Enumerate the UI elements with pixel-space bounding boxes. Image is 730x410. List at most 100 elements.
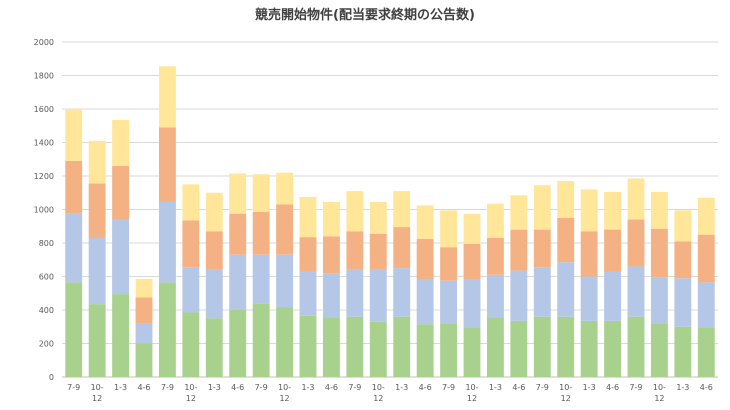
bar-segment-series-4 (674, 210, 692, 242)
bar-segment-series-2 (580, 276, 598, 321)
bar-segment-series-1 (580, 320, 598, 377)
bar-segment-series-2 (697, 282, 715, 328)
x-tick-label: 4-6 (606, 383, 619, 392)
bar-segment-series-1 (182, 312, 200, 377)
bar-segment-series-2 (674, 278, 692, 327)
bar-segment-series-3 (627, 219, 645, 267)
y-tick-label: 1000 (34, 206, 54, 215)
x-tick-label: 10-12 (559, 383, 572, 403)
bar-segment-series-2 (510, 270, 528, 321)
bar-segment-series-1 (674, 326, 692, 377)
x-tick-label: 7-9 (161, 383, 174, 392)
bar-segment-series-1 (276, 307, 294, 377)
x-tick-label: 1-3 (301, 383, 314, 392)
bar-segment-series-3 (463, 243, 481, 280)
bar-segment-series-2 (463, 279, 481, 328)
x-tick-label: 1-3 (395, 383, 408, 392)
bar-segment-series-2 (416, 279, 434, 325)
bar-segment-series-4 (205, 192, 223, 232)
bar-segment-series-1 (205, 318, 223, 378)
bar-segment-series-4 (557, 181, 575, 218)
x-tick-label: 4-6 (419, 383, 432, 392)
bar-segment-series-4 (393, 191, 411, 228)
bar-segment-series-3 (229, 213, 247, 255)
x-tick-label: 4-6 (325, 383, 338, 392)
x-tick-label: 1-3 (583, 383, 596, 392)
x-tick-label: 1-3 (676, 383, 689, 392)
bar-segment-series-1 (510, 320, 528, 377)
bar-segment-series-2 (393, 268, 411, 317)
x-tick-label: 1-3 (114, 383, 127, 392)
bar-segment-series-2 (557, 262, 575, 317)
bar-segment-series-4 (533, 185, 551, 230)
bar-segment-series-1 (463, 327, 481, 377)
y-tick-label: 1600 (34, 105, 54, 114)
y-tick-label: 200 (39, 340, 54, 349)
x-tick-label: 10-12 (465, 383, 478, 403)
x-tick-label: 10-12 (372, 383, 385, 403)
bar-segment-series-1 (229, 310, 247, 377)
bar-segment-series-4 (158, 66, 176, 128)
bar-segment-series-2 (252, 254, 270, 304)
bar-segment-series-2 (299, 271, 317, 316)
bar-segment-series-4 (604, 191, 622, 230)
bar-segment-series-2 (65, 213, 83, 283)
bar-segment-series-1 (322, 317, 340, 377)
bar-segment-series-3 (604, 229, 622, 272)
bar-segment-series-4 (88, 140, 106, 184)
bar-segment-series-3 (697, 234, 715, 283)
x-tick-label: 4-6 (137, 383, 150, 392)
bar-segment-series-1 (112, 294, 130, 377)
bar-segment-series-3 (486, 237, 504, 275)
bar-segment-series-3 (112, 165, 130, 220)
bar-segment-series-4 (416, 205, 434, 239)
chart-title: 競売開始物件(配当要求終期の公告数) (255, 7, 475, 23)
bar-segment-series-3 (533, 229, 551, 268)
bar-segment-series-3 (65, 160, 83, 214)
bar-segment-series-4 (369, 201, 387, 234)
bar-segment-series-2 (229, 254, 247, 310)
y-tick-label: 400 (39, 306, 54, 315)
x-tick-label: 7-9 (629, 383, 642, 392)
bar-segment-series-3 (440, 247, 458, 281)
bar-segment-series-1 (252, 303, 270, 377)
bar-segment-series-3 (580, 231, 598, 277)
bar-segment-series-1 (486, 317, 504, 377)
bar-segment-series-3 (346, 231, 364, 269)
bar-segment-series-1 (158, 282, 176, 377)
bar-segment-series-1 (604, 320, 622, 377)
bar-segment-series-3 (369, 233, 387, 269)
bar-segment-series-1 (697, 327, 715, 377)
bar-segment-series-3 (322, 236, 340, 274)
x-tick-label: 10-12 (653, 383, 666, 403)
bar-segment-series-1 (346, 316, 364, 377)
x-tick-label: 7-9 (442, 383, 455, 392)
bar-segment-series-4 (322, 201, 340, 237)
bar-segment-series-2 (205, 268, 223, 319)
y-tick-label: 0 (49, 373, 54, 382)
y-tick-label: 1200 (34, 172, 54, 181)
bar-segment-series-2 (533, 267, 551, 317)
bar-segment-series-1 (88, 304, 106, 377)
bar-segment-series-2 (650, 277, 668, 324)
bar-segment-series-4 (65, 109, 83, 161)
bar-segment-series-2 (158, 201, 176, 283)
bar-segment-series-3 (299, 237, 317, 272)
y-tick-label: 2000 (34, 38, 54, 47)
x-tick-label: 4-6 (700, 383, 713, 392)
bar-segment-series-4 (182, 184, 200, 221)
bar-segment-series-4 (229, 173, 247, 214)
x-tick-label: 4-6 (512, 383, 525, 392)
bar-segment-series-3 (674, 241, 692, 279)
bar-segment-series-4 (627, 178, 645, 220)
bar-segment-series-2 (322, 273, 340, 318)
bars (65, 66, 715, 378)
x-tick-label: 10-12 (184, 383, 197, 403)
y-tick-label: 1400 (34, 139, 54, 148)
bar-segment-series-4 (252, 174, 270, 213)
bar-segment-series-2 (182, 267, 200, 313)
bar-segment-series-3 (650, 228, 668, 278)
x-tick-label: 1-3 (208, 383, 221, 392)
